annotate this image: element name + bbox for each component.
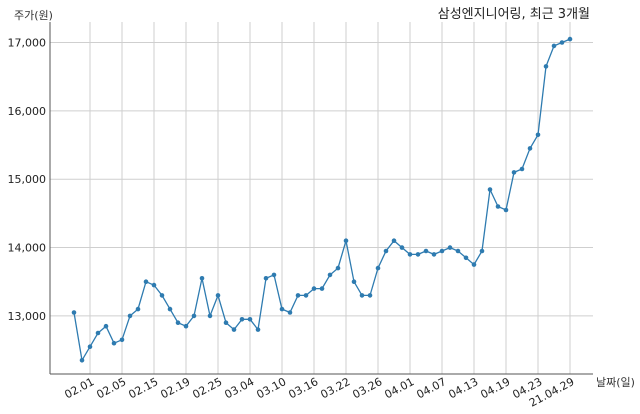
y-axis-label: 주가(원)	[14, 9, 53, 22]
data-point	[351, 279, 357, 285]
x-tick-label: 04.19	[478, 375, 512, 401]
data-point	[207, 313, 213, 319]
x-tick-label: 03.16	[286, 375, 320, 401]
data-point	[271, 272, 277, 278]
grid-lines	[50, 22, 593, 374]
data-point	[463, 255, 469, 261]
chart-title: 삼성엔지니어링, 최근 3개월	[438, 7, 590, 22]
data-point	[471, 262, 477, 267]
data-point	[159, 293, 165, 298]
x-tick-label: 04.13	[446, 375, 480, 401]
data-point	[263, 276, 269, 281]
data-point	[399, 245, 405, 250]
data-point	[255, 327, 261, 332]
y-tick-label: 17,000	[8, 37, 47, 50]
x-tick-labels: 02.0102.0502.1502.1902.2503.0403.1003.16…	[62, 375, 576, 409]
data-point	[431, 252, 437, 257]
data-point	[447, 245, 453, 250]
data-point	[87, 344, 93, 350]
axes	[49, 22, 593, 375]
data-point	[303, 293, 309, 298]
data-point	[319, 286, 325, 291]
x-tick-label: 03.04	[222, 375, 256, 401]
x-tick-label: 03.10	[254, 375, 288, 401]
data-point	[79, 358, 85, 363]
data-point	[567, 36, 573, 42]
data-point	[151, 282, 157, 288]
data-point	[535, 132, 541, 138]
series-line	[73, 38, 571, 363]
x-tick-label: 02.01	[62, 375, 96, 401]
x-tick-label: 04.07	[414, 375, 448, 401]
y-tick-label: 16,000	[8, 105, 47, 118]
data-point	[423, 248, 429, 254]
data-point	[183, 323, 189, 329]
x-tick-label: 02.25	[190, 375, 224, 401]
y-tick-labels: 13,000 14,000 15,000 16,000 17,000	[8, 37, 47, 323]
data-point	[223, 320, 229, 326]
data-point	[127, 313, 133, 319]
data-point	[391, 238, 397, 243]
x-tick-label: 02.05	[94, 375, 128, 401]
data-point	[487, 187, 493, 192]
data-point	[191, 313, 197, 319]
data-point	[175, 320, 181, 326]
data-point	[295, 293, 301, 298]
data-point	[111, 340, 117, 346]
data-point	[559, 40, 565, 45]
data-point	[167, 306, 173, 312]
data-point	[103, 323, 109, 329]
y-tick-label: 13,000	[8, 310, 47, 323]
data-point	[199, 276, 205, 281]
x-tick-label: 02.19	[158, 375, 192, 401]
data-points	[71, 36, 573, 363]
data-point	[439, 248, 445, 254]
data-point	[327, 272, 333, 278]
data-point	[71, 310, 77, 315]
data-point	[119, 337, 125, 343]
data-point	[135, 306, 141, 312]
data-point	[311, 286, 317, 291]
data-point	[239, 317, 245, 322]
data-point	[359, 293, 365, 298]
data-point	[231, 327, 237, 332]
y-tick-label: 15,000	[8, 173, 47, 186]
data-point	[247, 317, 253, 322]
data-point	[375, 265, 381, 271]
data-point	[479, 248, 485, 254]
data-point	[383, 248, 389, 254]
x-tick-label: 02.15	[126, 375, 160, 401]
data-point	[511, 170, 517, 175]
data-point	[335, 265, 341, 271]
data-point	[95, 330, 101, 336]
x-tick-label: 03.22	[318, 375, 352, 401]
x-tick-label: 03.26	[350, 375, 384, 401]
data-point	[495, 204, 501, 209]
data-point	[287, 310, 293, 315]
y-tick-label: 14,000	[8, 242, 47, 255]
data-point	[551, 43, 557, 49]
x-tick-label: 04.01	[382, 375, 416, 401]
data-point	[455, 248, 461, 254]
data-point	[407, 252, 413, 257]
data-point	[543, 64, 549, 69]
data-point	[215, 293, 221, 298]
data-point	[503, 207, 509, 213]
data-point	[527, 146, 533, 151]
x-axis-label: 날짜(일)	[596, 375, 635, 389]
data-point	[367, 293, 373, 298]
data-point	[143, 279, 149, 285]
data-point	[519, 166, 525, 172]
data-point	[279, 306, 285, 312]
data-point	[343, 238, 349, 243]
data-point	[415, 252, 421, 257]
